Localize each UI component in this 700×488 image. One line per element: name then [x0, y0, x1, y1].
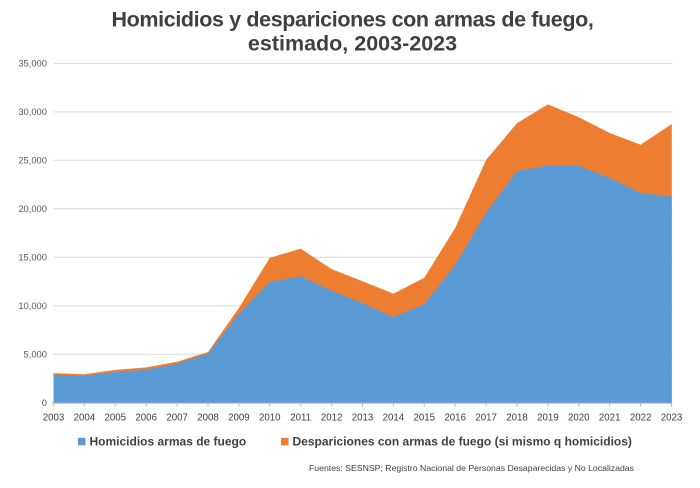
- svg-text:2020: 2020: [568, 413, 590, 424]
- svg-text:2021: 2021: [599, 413, 621, 424]
- svg-text:Fuentes: SESNSP; Registro Naci: Fuentes: SESNSP; Registro Nacional de Pe…: [309, 463, 635, 473]
- svg-text:2014: 2014: [383, 413, 405, 424]
- svg-text:2003: 2003: [43, 413, 65, 424]
- svg-text:2018: 2018: [506, 413, 528, 424]
- svg-text:estimado, 2003-2023: estimado, 2003-2023: [248, 32, 457, 56]
- svg-text:2011: 2011: [290, 413, 311, 424]
- svg-text:15,000: 15,000: [18, 251, 47, 262]
- svg-text:2008: 2008: [197, 413, 219, 424]
- svg-text:2013: 2013: [352, 413, 374, 424]
- svg-text:5,000: 5,000: [24, 348, 47, 359]
- svg-text:2022: 2022: [630, 413, 652, 424]
- svg-text:10,000: 10,000: [18, 300, 47, 311]
- svg-text:2012: 2012: [321, 413, 343, 424]
- svg-text:Homicidios armas de fuego: Homicidios armas de fuego: [90, 434, 247, 448]
- svg-text:2019: 2019: [537, 413, 559, 424]
- svg-text:0: 0: [42, 397, 47, 408]
- svg-text:2017: 2017: [475, 413, 497, 424]
- svg-text:2004: 2004: [74, 413, 96, 424]
- svg-text:2009: 2009: [228, 413, 250, 424]
- svg-text:20,000: 20,000: [18, 203, 47, 214]
- svg-text:2023: 2023: [661, 413, 683, 424]
- svg-text:2006: 2006: [135, 413, 157, 424]
- svg-text:2007: 2007: [166, 413, 188, 424]
- svg-text:2010: 2010: [259, 413, 281, 424]
- svg-text:Homicidios y despariciones con: Homicidios y despariciones con armas de …: [112, 8, 594, 32]
- svg-text:25,000: 25,000: [18, 154, 47, 165]
- svg-text:Despariciones con armas de fue: Despariciones con armas de fuego (si mis…: [293, 434, 632, 448]
- svg-text:2005: 2005: [105, 413, 127, 424]
- svg-text:2015: 2015: [414, 413, 436, 424]
- svg-text:2016: 2016: [444, 413, 466, 424]
- svg-text:35,000: 35,000: [18, 57, 47, 68]
- svg-text:30,000: 30,000: [18, 106, 47, 117]
